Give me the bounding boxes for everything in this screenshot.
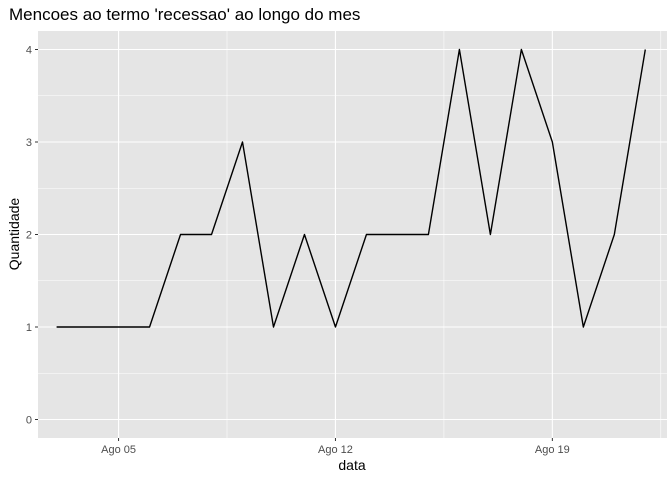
y-axis-title: Quantidade <box>6 198 22 271</box>
x-tick-label: Ago 19 <box>535 444 570 456</box>
y-tick-label: 3 <box>26 137 32 149</box>
chart-title: Mencoes ao termo 'recessao' ao longo do … <box>9 5 360 24</box>
y-tick-label: 1 <box>26 322 32 334</box>
x-tick-label: Ago 05 <box>101 444 136 456</box>
y-tick-label: 4 <box>26 45 32 57</box>
x-axis-ticks: Ago 05 Ago 12 Ago 19 <box>101 438 570 456</box>
x-tick-label: Ago 12 <box>318 444 353 456</box>
series-line <box>56 48 647 328</box>
x-axis-title: data <box>338 457 365 473</box>
series-line-group <box>56 48 647 328</box>
y-tick-label: 2 <box>26 230 32 242</box>
y-axis-ticks: 0 1 2 3 4 <box>26 45 38 427</box>
y-tick-label: 0 <box>26 415 32 427</box>
